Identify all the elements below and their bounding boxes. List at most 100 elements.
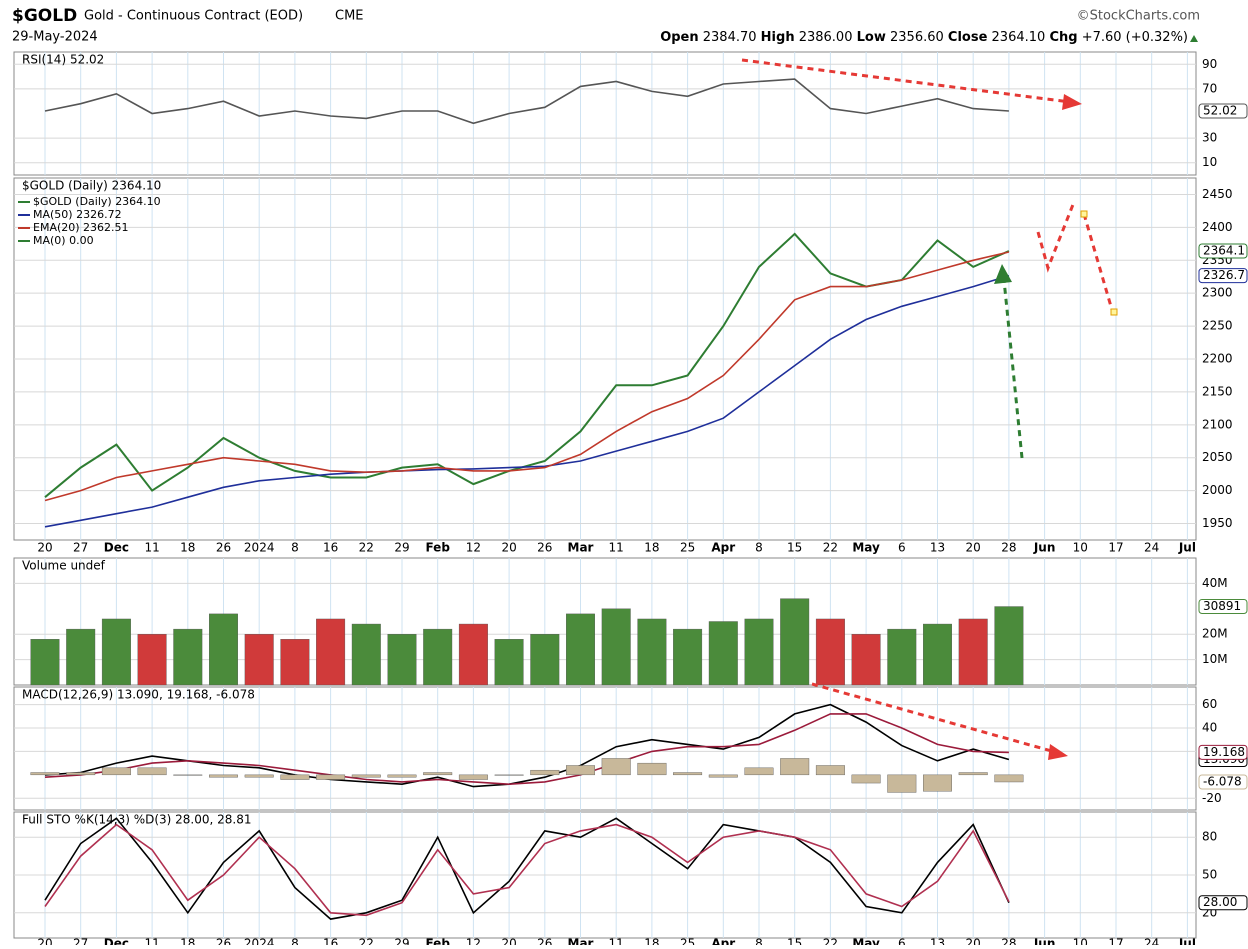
bar bbox=[566, 613, 595, 686]
bar bbox=[851, 634, 881, 686]
x-tick-label: 26 bbox=[216, 541, 231, 555]
bar bbox=[637, 762, 667, 776]
bar bbox=[244, 634, 274, 686]
x-tick-label: 2024 bbox=[244, 541, 275, 555]
bar bbox=[780, 598, 810, 686]
y-tick-label: 2000 bbox=[1202, 483, 1233, 497]
bar bbox=[530, 769, 560, 776]
low: 2356.60 bbox=[890, 30, 944, 45]
bar bbox=[673, 628, 703, 686]
panel-frame bbox=[13, 51, 1197, 176]
x-tick-label-bottom: 8 bbox=[291, 937, 299, 946]
last-value-box bbox=[1198, 744, 1248, 760]
panel-title: MACD(12,26,9) 13.090, 19.168, -6.078 bbox=[22, 688, 255, 702]
bar bbox=[351, 623, 381, 686]
up-arrow bbox=[1190, 35, 1198, 42]
last-value-label: -6.078 bbox=[1203, 774, 1242, 788]
series-line bbox=[44, 251, 1010, 502]
high-label: High bbox=[761, 30, 795, 45]
green-arrow bbox=[1002, 279, 1024, 459]
last-value-box bbox=[1198, 243, 1248, 259]
x-tick-label-bottom: 6 bbox=[898, 937, 906, 946]
instrument-name: Gold - Continuous Contract (EOD) bbox=[84, 9, 303, 24]
bar bbox=[209, 613, 238, 686]
x-tick-label: 20 bbox=[37, 541, 52, 555]
bar bbox=[994, 774, 1024, 783]
bar bbox=[923, 774, 952, 792]
series-line bbox=[44, 232, 1010, 498]
y-tick-label: 2450 bbox=[1202, 187, 1233, 201]
bar bbox=[494, 774, 524, 776]
last-value-box bbox=[1198, 103, 1248, 119]
bar bbox=[458, 623, 488, 686]
bar bbox=[780, 758, 810, 776]
x-tick-label: 22 bbox=[823, 541, 838, 555]
x-tick-label: 13 bbox=[930, 541, 945, 555]
x-tick-label: Jul bbox=[1178, 541, 1196, 555]
y-tick-label: -20 bbox=[1202, 791, 1222, 805]
date: 29-May-2024 bbox=[12, 30, 98, 45]
last-value-label: 19.168 bbox=[1203, 745, 1245, 759]
x-tick-label: Jun bbox=[1033, 541, 1056, 555]
y-tick-label: 80 bbox=[1202, 830, 1217, 844]
x-tick-label: 18 bbox=[644, 541, 659, 555]
y-tick-label: 60 bbox=[1202, 697, 1217, 711]
x-tick-label: 16 bbox=[323, 541, 338, 555]
x-tick-label: 20 bbox=[966, 541, 981, 555]
high: 2386.00 bbox=[799, 30, 853, 45]
bar bbox=[530, 634, 560, 686]
bar bbox=[387, 634, 417, 686]
projection bbox=[1082, 213, 1114, 311]
x-tick-label: 20 bbox=[501, 541, 516, 555]
close: 2364.10 bbox=[992, 30, 1046, 45]
x-tick-label: 24 bbox=[1144, 541, 1159, 555]
arrow-head bbox=[994, 264, 1012, 284]
x-tick-label: 15 bbox=[787, 541, 802, 555]
close-label: Close bbox=[948, 30, 988, 45]
bar bbox=[887, 774, 917, 793]
last-value-box bbox=[1198, 268, 1248, 284]
bar bbox=[744, 618, 774, 686]
bar bbox=[673, 772, 703, 776]
panel-title: Volume undef bbox=[22, 559, 106, 573]
series-line bbox=[44, 78, 1009, 125]
x-tick-label: 28 bbox=[1001, 541, 1016, 555]
x-tick-label: 11 bbox=[144, 541, 159, 555]
y-tick-label: 2050 bbox=[1202, 450, 1233, 464]
bar bbox=[209, 774, 238, 778]
x-tick-label: 22 bbox=[359, 541, 374, 555]
bar bbox=[101, 767, 131, 776]
macd-trend-arrow bbox=[811, 682, 1056, 754]
brand: ©StockCharts.com bbox=[1077, 9, 1200, 24]
chg: +7.60 (+0.32%) bbox=[1082, 30, 1188, 45]
bar bbox=[744, 767, 774, 776]
x-tick-label: Feb bbox=[425, 541, 450, 555]
bar bbox=[958, 772, 988, 776]
bar bbox=[708, 774, 738, 778]
x-tick-label: 11 bbox=[609, 541, 624, 555]
bar bbox=[244, 774, 274, 778]
y-tick-label: 1950 bbox=[1202, 516, 1233, 530]
y-tick-label: 20M bbox=[1202, 627, 1228, 641]
bar bbox=[30, 639, 60, 686]
bar bbox=[494, 639, 524, 686]
last-value-label: 2364.1 bbox=[1203, 243, 1245, 257]
bar bbox=[887, 628, 917, 686]
exchange: CME bbox=[335, 9, 364, 24]
bar bbox=[137, 767, 167, 776]
legend-entry: MA(0) 0.00 bbox=[33, 234, 94, 247]
x-tick-label: 6 bbox=[898, 541, 906, 555]
y-tick-label: 10M bbox=[1202, 652, 1228, 666]
y-tick-label: 40M bbox=[1202, 576, 1228, 590]
ohlc-summary: Open 2384.70 High 2386.00 Low 2356.60 Cl… bbox=[660, 30, 1188, 45]
bar bbox=[66, 772, 96, 776]
bar bbox=[66, 628, 96, 686]
series-line bbox=[44, 713, 1009, 786]
bar bbox=[958, 618, 988, 686]
last-value-box bbox=[1198, 895, 1248, 911]
x-tick-label: May bbox=[852, 541, 880, 555]
bar bbox=[387, 774, 417, 778]
y-tick-label: 2100 bbox=[1202, 417, 1233, 431]
legend-entry: $GOLD (Daily) 2364.10 bbox=[33, 195, 161, 208]
y-tick-label: 2200 bbox=[1202, 352, 1233, 366]
